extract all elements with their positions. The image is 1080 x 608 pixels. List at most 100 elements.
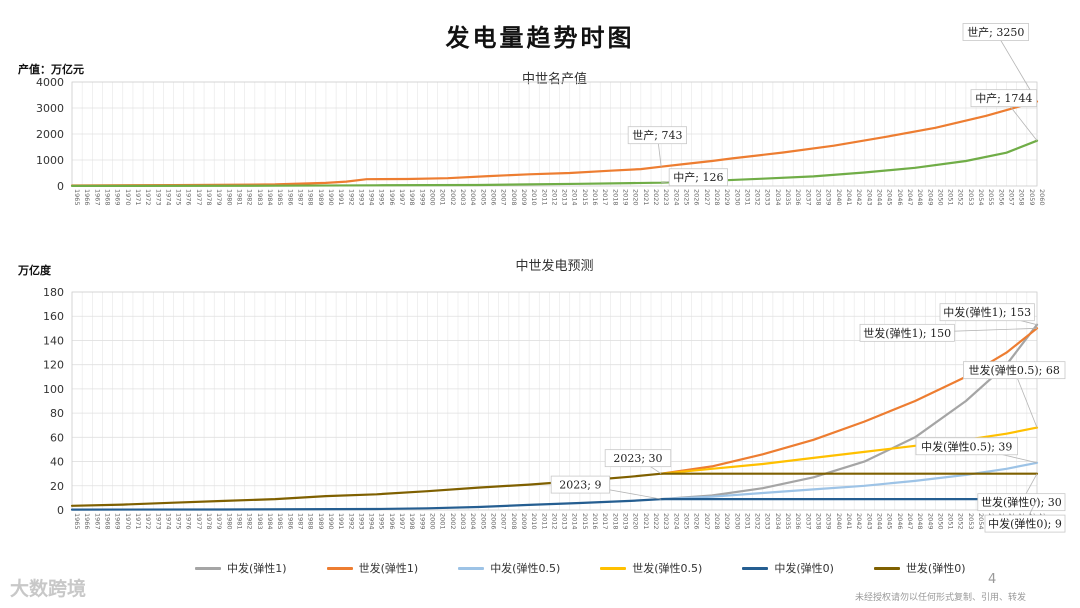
x-tick-label: 1984 [266,189,274,206]
chart-title: 中世名产值 [522,71,587,87]
legend-label: 中发(弹性0.5) [490,562,561,575]
x-tick-label: 2027 [703,189,711,206]
x-tick-label: 1975 [175,513,183,530]
legend-swatch [873,566,900,570]
x-tick-label: 2041 [845,513,853,530]
x-tick-label: 1977 [195,513,203,530]
x-tick-label: 2048 [916,189,924,206]
series-line [70,139,1039,187]
x-tick-label: 1981 [236,189,244,206]
x-tick-label: 2044 [875,189,883,206]
x-tick-label: 2050 [936,189,944,206]
series-line [70,498,1039,511]
x-tick-label: 2054 [977,189,985,206]
x-tick-label: 2049 [926,189,934,206]
x-tick-label: 2040 [835,189,843,206]
x-tick-label: 2017 [601,513,609,530]
x-tick-label: 2015 [581,513,589,530]
x-tick-label: 2002 [449,513,457,530]
x-tick-label: 2037 [804,513,812,530]
callout-leader [1013,369,1038,428]
x-tick-label: 2023 [662,513,670,530]
x-tick-label: 2039 [825,513,833,530]
x-tick-label: 1992 [347,189,355,206]
x-tick-label: 1995 [378,189,386,206]
x-tick-label: 2000 [429,189,437,206]
callout-box [962,23,1029,41]
x-tick-label: 1998 [408,513,416,530]
x-tick-label: 1990 [327,513,335,530]
x-tick-label: 2046 [896,189,904,206]
x-tick-label: 2005 [479,513,487,530]
x-tick-label: 2001 [439,189,447,206]
x-tick-label: 2045 [886,189,894,206]
series-line [660,426,1039,475]
x-tick-label: 2023 [662,189,670,206]
legend-label: 中发(弹性0) [774,562,834,575]
x-tick-label: 1996 [388,513,396,530]
x-tick-label: 2025 [682,189,690,206]
x-tick-label: 1988 [307,189,315,206]
x-tick-label: 1967 [93,513,101,530]
legend-label: 世发(弹性0.5) [632,562,703,575]
x-tick-label: 2059 [1028,189,1036,206]
x-tick-label: 2021 [642,189,650,206]
x-tick-label: 2047 [906,189,914,206]
x-tick-label: 2015 [581,189,589,206]
y-tick-label: 160 [43,310,64,323]
x-tick-label: 2031 [743,189,751,206]
x-tick-label: 2052 [957,513,965,530]
legend-label: 世发(弹性0) [905,562,966,575]
data-label: 中发(弹性0); 9 [988,517,1062,531]
x-tick-label: 2029 [723,513,731,530]
x-tick-label: 2013 [561,513,569,530]
x-tick-label: 1999 [418,189,426,206]
x-tick-label: 1995 [378,513,386,530]
x-tick-label: 2026 [693,513,701,530]
legend-swatch [458,566,485,570]
x-tick-label: 2042 [855,189,863,206]
x-tick-label: 2004 [469,189,477,206]
x-tick-label: 2008 [510,513,518,530]
x-tick-label: 2046 [896,513,904,530]
x-tick-label: 1997 [398,513,406,530]
data-label: 中产; 126 [673,170,723,184]
y-tick-label: 20 [50,480,64,493]
x-tick-label: 1966 [83,513,91,530]
x-tick-label: 1973 [154,513,162,530]
x-tick-label: 2032 [754,189,762,206]
x-tick-label: 2001 [439,513,447,530]
x-tick-label: 1968 [103,513,111,530]
series-line [70,472,1039,507]
x-tick-label: 2014 [571,189,579,206]
x-tick-label: 1975 [175,189,183,206]
legend-item: 世发(弹性1) [326,560,418,576]
x-tick-label: 2022 [652,513,660,530]
x-tick-label: 1965 [73,513,81,530]
x-tick-label: 2036 [794,513,802,530]
x-tick-label: 2060 [1038,189,1046,206]
x-tick-label: 2058 [1018,189,1026,206]
x-tick-label: 2008 [510,189,518,206]
x-tick-label: 2034 [774,189,782,206]
x-tick-label: 2035 [784,513,792,530]
x-tick-label: 1970 [124,189,132,206]
series-line [660,461,1039,501]
x-tick-label: 1992 [347,513,355,530]
x-tick-label: 2054 [977,513,985,530]
callout-box [977,493,1066,512]
x-tick-label: 2009 [520,513,528,530]
y-tick-label: 120 [43,359,64,372]
x-tick-label: 2020 [632,189,640,206]
x-tick-label: 2050 [936,513,944,530]
x-tick-label: 2051 [947,189,955,206]
callout-box [550,475,610,494]
y-axis-label: 产值：万亿元 [18,62,84,76]
x-tick-label: 1994 [368,189,376,206]
x-tick-label: 2025 [682,513,690,530]
x-tick-label: 1982 [246,189,254,206]
y-tick-label: 1000 [36,154,64,167]
x-tick-label: 2002 [449,189,457,206]
x-tick-label: 1999 [418,513,426,530]
y-tick-label: 40 [50,456,64,469]
